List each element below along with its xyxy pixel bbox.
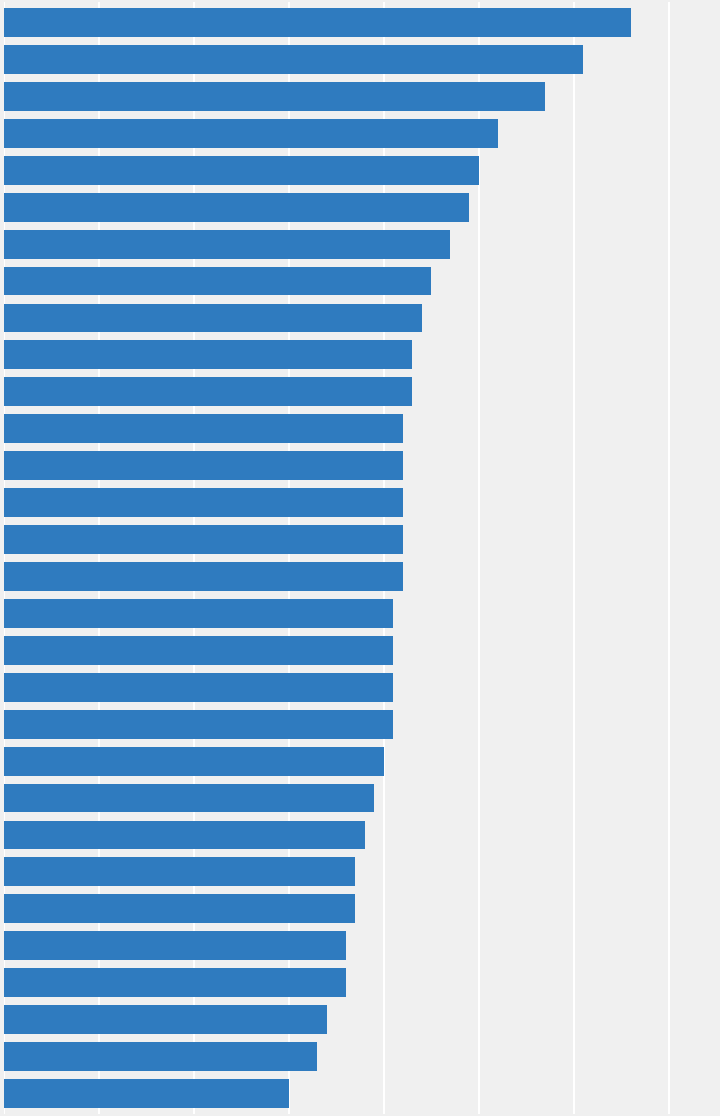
Bar: [4, 414, 402, 443]
Bar: [4, 747, 384, 776]
Bar: [4, 894, 355, 923]
Bar: [4, 230, 450, 259]
Bar: [4, 820, 365, 849]
Bar: [4, 304, 422, 333]
Bar: [4, 156, 479, 184]
Bar: [4, 267, 431, 296]
Bar: [4, 488, 402, 517]
Bar: [4, 8, 631, 37]
Bar: [4, 673, 393, 702]
Bar: [4, 377, 413, 406]
Bar: [4, 1042, 318, 1071]
Bar: [4, 636, 393, 665]
Bar: [4, 526, 402, 554]
Bar: [4, 969, 346, 997]
Bar: [4, 1079, 289, 1108]
Bar: [4, 932, 346, 960]
Bar: [4, 599, 393, 628]
Bar: [4, 1006, 327, 1035]
Bar: [4, 857, 355, 886]
Bar: [4, 710, 393, 739]
Bar: [4, 340, 413, 369]
Bar: [4, 81, 545, 110]
Bar: [4, 451, 402, 480]
Bar: [4, 783, 374, 812]
Bar: [4, 562, 402, 590]
Bar: [4, 45, 583, 74]
Bar: [4, 193, 469, 222]
Bar: [4, 119, 498, 147]
